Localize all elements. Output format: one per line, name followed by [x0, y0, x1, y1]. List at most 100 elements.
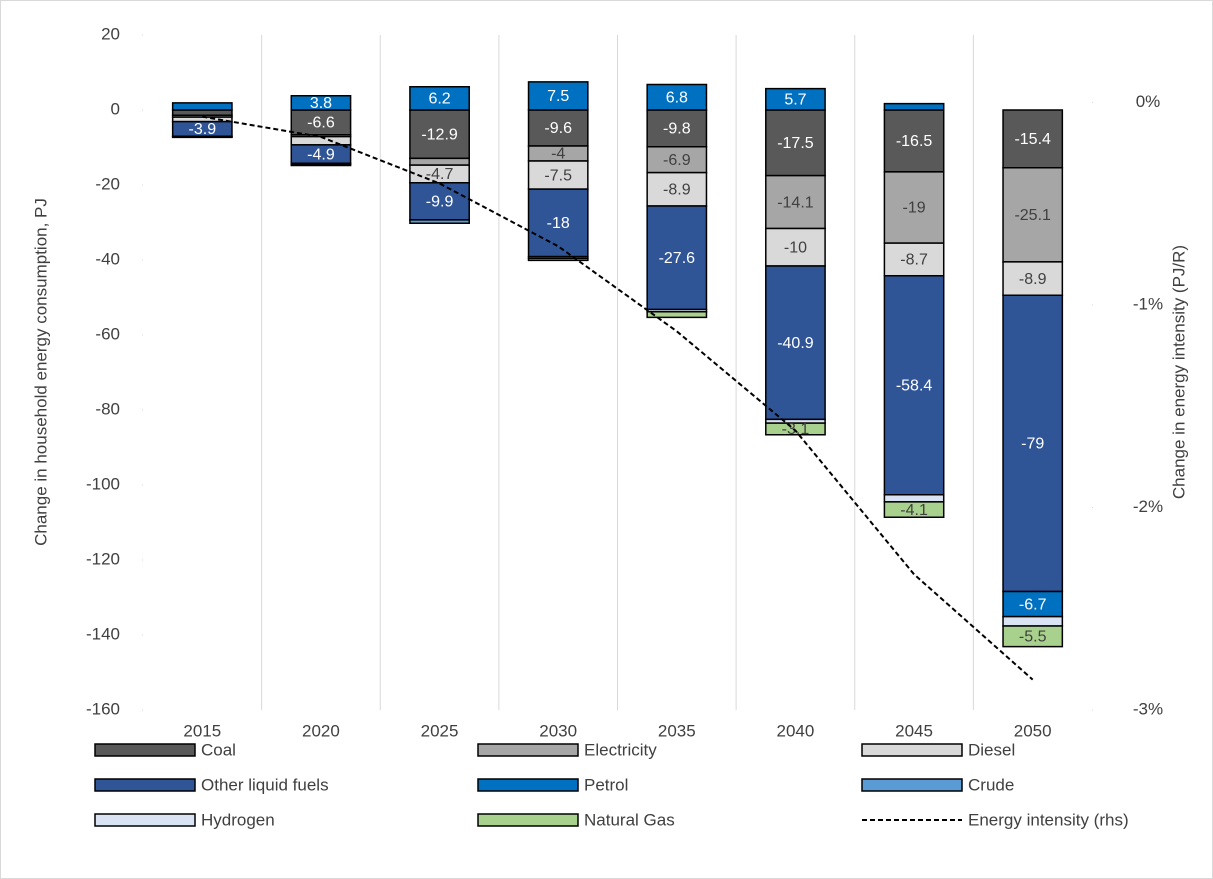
bar-segment: [883, 102, 945, 111]
x-tick-label: 2040: [777, 721, 815, 740]
bar-segment: [290, 95, 352, 111]
legend-swatch: [861, 778, 963, 792]
y-tick-label: -60: [95, 324, 120, 343]
data-label: -9.6: [544, 120, 572, 137]
x-tick-label: 2030: [539, 721, 577, 740]
data-label: -19: [903, 200, 926, 217]
data-label: -8.9: [663, 182, 691, 199]
y2-tick-label: -1%: [1133, 294, 1163, 313]
legend-swatch: [477, 778, 579, 792]
legend-swatch: [861, 743, 963, 757]
data-label: -10: [784, 239, 807, 256]
legend-label: Electricity: [584, 740, 657, 759]
y-tick-label: -20: [95, 174, 120, 193]
bar-segment: [765, 109, 826, 177]
legend-swatch: [477, 813, 579, 827]
bar-segment: [409, 157, 470, 166]
x-tick-label: 2050: [1014, 721, 1052, 740]
data-label: -18: [547, 215, 570, 232]
data-label: -8.9: [1019, 271, 1047, 288]
legend-swatch: [94, 813, 196, 827]
legend-swatch: [94, 778, 196, 792]
bar-segment: [646, 109, 708, 148]
bar-segment: [527, 81, 589, 111]
data-label: 7.5: [547, 88, 569, 105]
data-label: -9.8: [663, 121, 691, 138]
data-label: -16.5: [896, 133, 933, 150]
bar-segment: [646, 311, 708, 319]
bar-segment: [883, 501, 945, 518]
y-tick-label: -40: [95, 249, 120, 268]
bar-segment: [171, 102, 233, 111]
bar-segment: [409, 86, 470, 111]
bar-segment: [883, 109, 945, 173]
data-label: -40.9: [777, 335, 814, 352]
bar-segment: [1002, 625, 1064, 648]
bar-segment: [1002, 167, 1064, 263]
y-tick-label: 0: [111, 99, 120, 118]
data-label: -27.6: [659, 250, 696, 267]
data-label: 6.8: [666, 89, 688, 106]
bar-segment: [765, 265, 826, 421]
bar-segment: [409, 219, 470, 224]
data-label: -15.4: [1014, 131, 1051, 148]
bar-segment: [1002, 109, 1064, 169]
bar-segment: [646, 171, 708, 207]
data-label: 3.8: [310, 95, 332, 112]
bar-segment: [171, 109, 233, 116]
x-tick-label: 2045: [895, 721, 933, 740]
bar-segment: [527, 188, 589, 258]
bar-segment: [1002, 590, 1064, 618]
y-axis-label: Change in household energy consumption, …: [31, 198, 50, 546]
legend-label: Diesel: [968, 740, 1015, 759]
bar-segment: [527, 257, 589, 262]
data-label: -25.1: [1014, 207, 1051, 224]
y2-tick-label: -2%: [1133, 497, 1163, 516]
y-tick-label: -140: [86, 624, 120, 643]
y-tick-label: -80: [95, 399, 120, 418]
y2-tick-label: -3%: [1133, 699, 1163, 718]
y-tick-label: -120: [86, 549, 120, 568]
legend-label: Other liquid fuels: [201, 775, 329, 794]
bar-segment: [1002, 615, 1064, 627]
legend-label: Petrol: [584, 775, 628, 794]
data-label: -7.5: [544, 167, 572, 184]
bar-segment: [883, 275, 945, 496]
bar-segment: [646, 83, 708, 111]
data-label: -5.5: [1019, 629, 1047, 646]
data-label: -4.9: [307, 146, 335, 163]
bar-segment: [409, 109, 470, 160]
y2-axis-label: Change in energy intensity (PJ/R): [1169, 245, 1188, 499]
x-tick-label: 2025: [421, 721, 459, 740]
legend-label: Hydrogen: [201, 810, 275, 829]
bar-segment: [765, 174, 826, 230]
y-tick-label: -160: [86, 699, 120, 718]
legend-label: Coal: [201, 740, 236, 759]
legend-label: Crude: [968, 775, 1014, 794]
data-label: -4: [551, 146, 565, 163]
bar-segment: [527, 109, 589, 147]
data-label: -14.1: [777, 194, 814, 211]
data-label: -8.7: [900, 252, 928, 269]
legend-label: Natural Gas: [584, 810, 675, 829]
data-label: -6.7: [1019, 596, 1047, 613]
data-label: -79: [1021, 436, 1044, 453]
x-tick-label: 2035: [658, 721, 696, 740]
bar-segment: [765, 422, 826, 436]
legend-swatch: [477, 743, 579, 757]
bar-segment: [290, 163, 352, 167]
data-label: -4.7: [426, 166, 454, 183]
bar-segment: [765, 87, 826, 111]
bar-segment: [1002, 261, 1064, 296]
x-tick-label: 2015: [183, 721, 221, 740]
data-label: -9.9: [426, 194, 454, 211]
bar-segment: [409, 182, 470, 221]
y-tick-label: 20: [101, 24, 120, 43]
data-label: -58.4: [896, 377, 933, 394]
data-label: -4.1: [900, 502, 928, 519]
data-label: -6.9: [663, 152, 691, 169]
x-tick-label: 2020: [302, 721, 340, 740]
legend-swatch: [94, 743, 196, 757]
data-label: -3.9: [189, 121, 217, 138]
data-label: 6.2: [428, 91, 450, 108]
